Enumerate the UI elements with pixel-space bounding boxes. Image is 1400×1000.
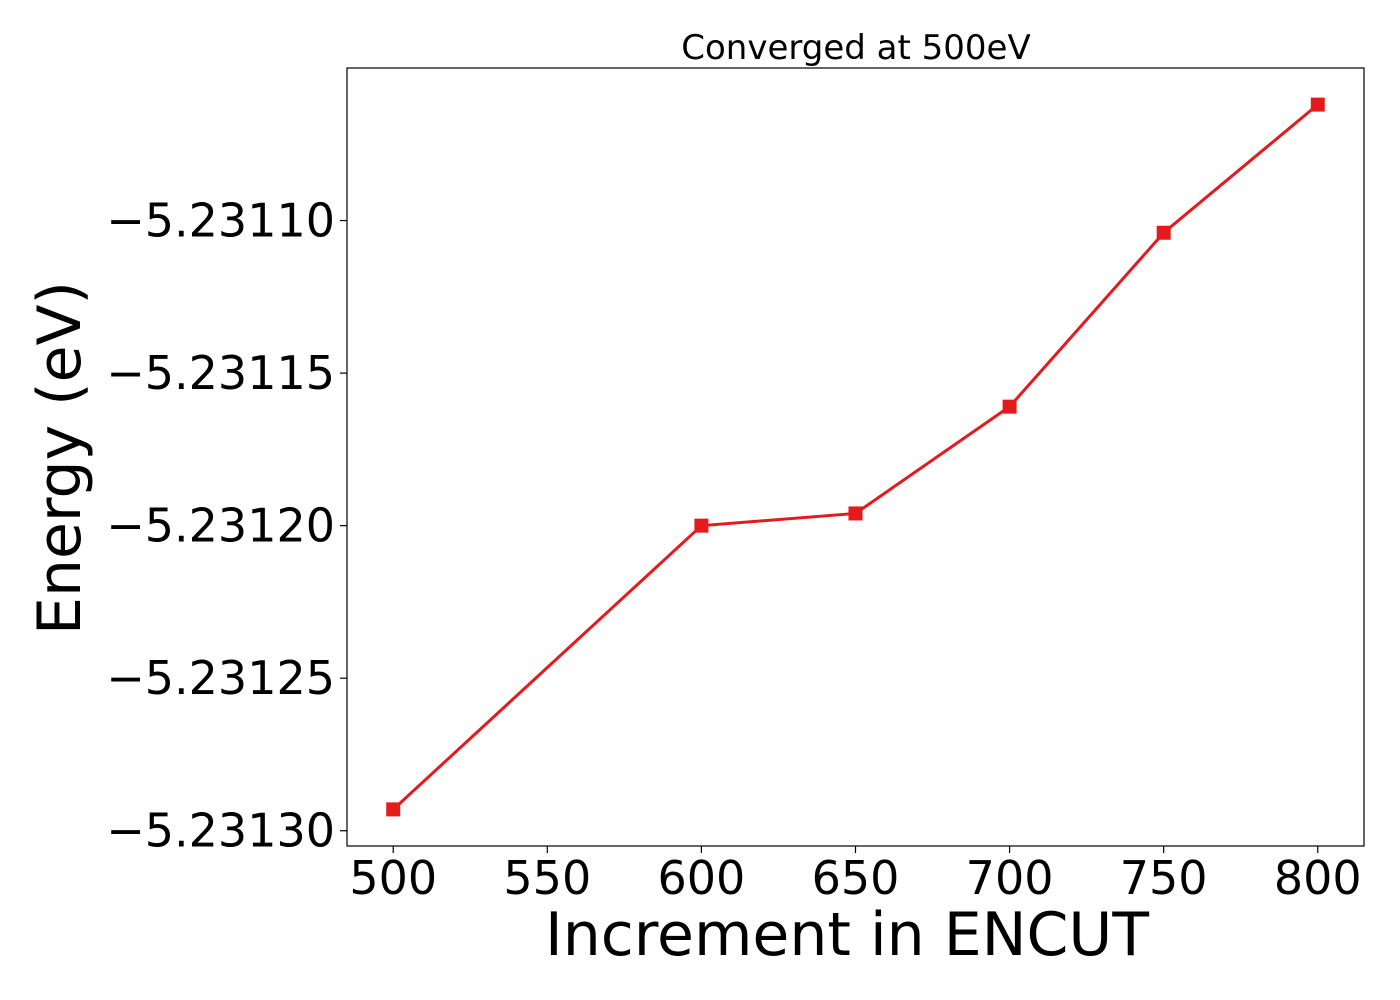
series-layer xyxy=(386,97,1325,817)
y-tick-label-1: −5.23125 xyxy=(106,651,335,705)
x-tick-label-650: 650 xyxy=(812,851,900,905)
data-point-750 xyxy=(1156,225,1171,240)
x-tick-label-800: 800 xyxy=(1274,851,1362,905)
y-tick-label-3: −5.23115 xyxy=(106,346,335,400)
data-point-650 xyxy=(848,506,863,521)
data-point-500 xyxy=(386,802,401,817)
x-tick-label-600: 600 xyxy=(658,851,746,905)
y-tick-label-0: −5.23130 xyxy=(106,804,335,858)
series-line-0 xyxy=(392,103,1319,811)
chart-title: Converged at 500eV xyxy=(681,28,1030,68)
data-point-700 xyxy=(1002,399,1017,414)
y-tick-label-2: −5.23120 xyxy=(106,499,335,553)
y-axis-ticks: −5.23130 −5.23125 −5.23120 −5.23115 −5.23110 xyxy=(106,194,347,858)
data-point-600 xyxy=(694,518,709,533)
y-axis-label: Energy (eV) xyxy=(25,281,95,635)
x-axis-ticks: 500 550 600 650 700 750 800 xyxy=(349,846,1362,905)
plot-area-frame xyxy=(346,67,1365,847)
x-tick-label-700: 700 xyxy=(966,851,1054,905)
data-point-800 xyxy=(1310,97,1325,112)
x-tick-label-500: 500 xyxy=(349,851,437,905)
x-axis-label: Increment in ENCUT xyxy=(545,900,1149,970)
x-tick-label-550: 550 xyxy=(503,851,591,905)
y-tick-label-4: −5.23110 xyxy=(106,194,335,248)
x-tick-label-750: 750 xyxy=(1120,851,1208,905)
